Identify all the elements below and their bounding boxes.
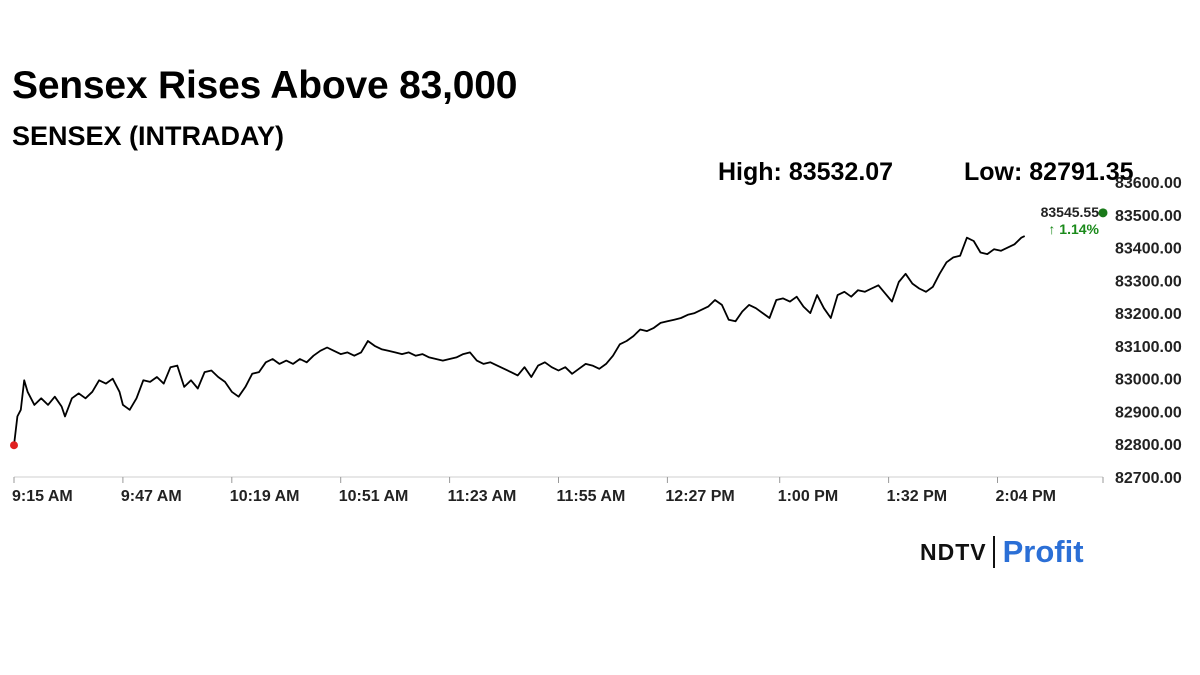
x-tick-label: 10:19 AM xyxy=(230,488,300,505)
y-tick-label: 82800.00 xyxy=(1115,437,1182,454)
x-axis: 9:15 AM 9:47 AM 10:19 AM 10:51 AM 11:23 AM 11… xyxy=(12,476,1104,505)
x-tick-label: 1:00 PM xyxy=(778,488,838,505)
y-tick-label: 83300.00 xyxy=(1115,273,1182,290)
day-high-label: High: 83532.07 xyxy=(718,158,894,186)
x-tick-label: 10:51 AM xyxy=(339,488,409,505)
y-tick-label: 83600.00 xyxy=(1115,175,1182,192)
y-tick-label: 83500.00 xyxy=(1115,208,1182,225)
x-tick-label: 11:55 AM xyxy=(557,488,626,505)
x-tick-label: 9:15 AM xyxy=(12,488,73,505)
last-value-label: 83545.55 xyxy=(1041,204,1100,220)
chart-subtitle: SENSEX (INTRADAY) xyxy=(12,121,285,151)
x-tick-label: 1:32 PM xyxy=(887,488,947,505)
logo-profit-text: Profit xyxy=(1002,534,1084,569)
plot-area: 83545.55↑ 1.14% xyxy=(10,204,1108,450)
x-tick-label: 11:23 AM xyxy=(448,488,517,505)
end-marker xyxy=(1098,208,1108,218)
y-tick-label: 83000.00 xyxy=(1115,372,1182,389)
y-tick-label: 82900.00 xyxy=(1115,404,1182,421)
x-tick-label: 2:04 PM xyxy=(996,488,1056,505)
start-marker xyxy=(10,441,18,450)
y-tick-label: 83200.00 xyxy=(1115,306,1182,323)
day-low-label: Low: 82791.35 xyxy=(964,158,1134,186)
change-percent-label: ↑ 1.14% xyxy=(1048,221,1099,237)
y-tick-label: 82700.00 xyxy=(1115,470,1182,487)
x-tick-label: 9:47 AM xyxy=(121,488,182,505)
logo-ndtv-text: NDTV xyxy=(920,538,987,565)
ndtv-profit-logo: NDTV Profit xyxy=(920,534,1084,570)
chart-title: Sensex Rises Above 83,000 xyxy=(12,64,518,107)
y-tick-label: 83400.00 xyxy=(1115,241,1182,258)
y-axis: 83600.00 83500.00 83400.00 83300.00 83200.00… xyxy=(1115,175,1182,487)
y-tick-label: 83100.00 xyxy=(1115,339,1182,356)
x-tick-label: 12:27 PM xyxy=(665,488,734,505)
series-line xyxy=(13,235,1026,446)
logo-divider xyxy=(992,536,995,568)
